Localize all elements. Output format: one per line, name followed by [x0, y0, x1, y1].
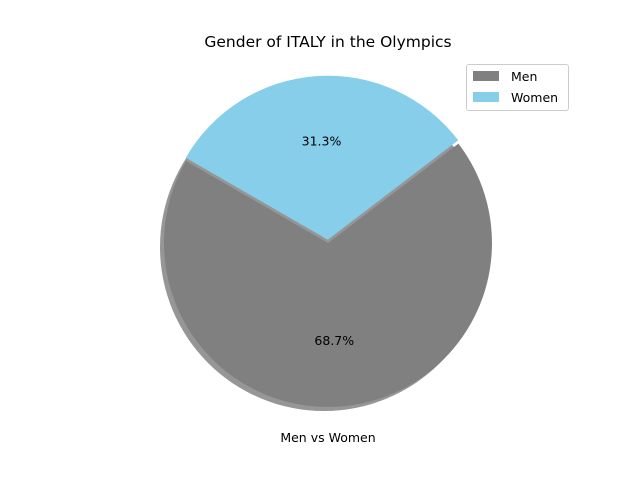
legend-item-women: Women [473, 89, 559, 105]
pie-slice-women [185, 75, 459, 240]
x-axis-label: Men vs Women [280, 430, 376, 445]
legend-label-men: Men [511, 68, 538, 84]
legend-swatch-women [473, 92, 499, 102]
slice-value-label-men: 68.7% [314, 333, 354, 348]
chart-title: Gender of ITALY in the Olympics [204, 33, 452, 51]
legend-item-men: Men [473, 68, 538, 84]
legend: Men Women [466, 64, 569, 111]
pie-slice-men [164, 143, 492, 407]
pie-slice-layer [164, 75, 492, 407]
legend-swatch-men [473, 71, 499, 81]
pie-label-layer: 68.7% 31.3% [302, 134, 355, 349]
legend-label-women: Women [511, 89, 559, 105]
slice-value-label-women: 31.3% [302, 134, 342, 149]
